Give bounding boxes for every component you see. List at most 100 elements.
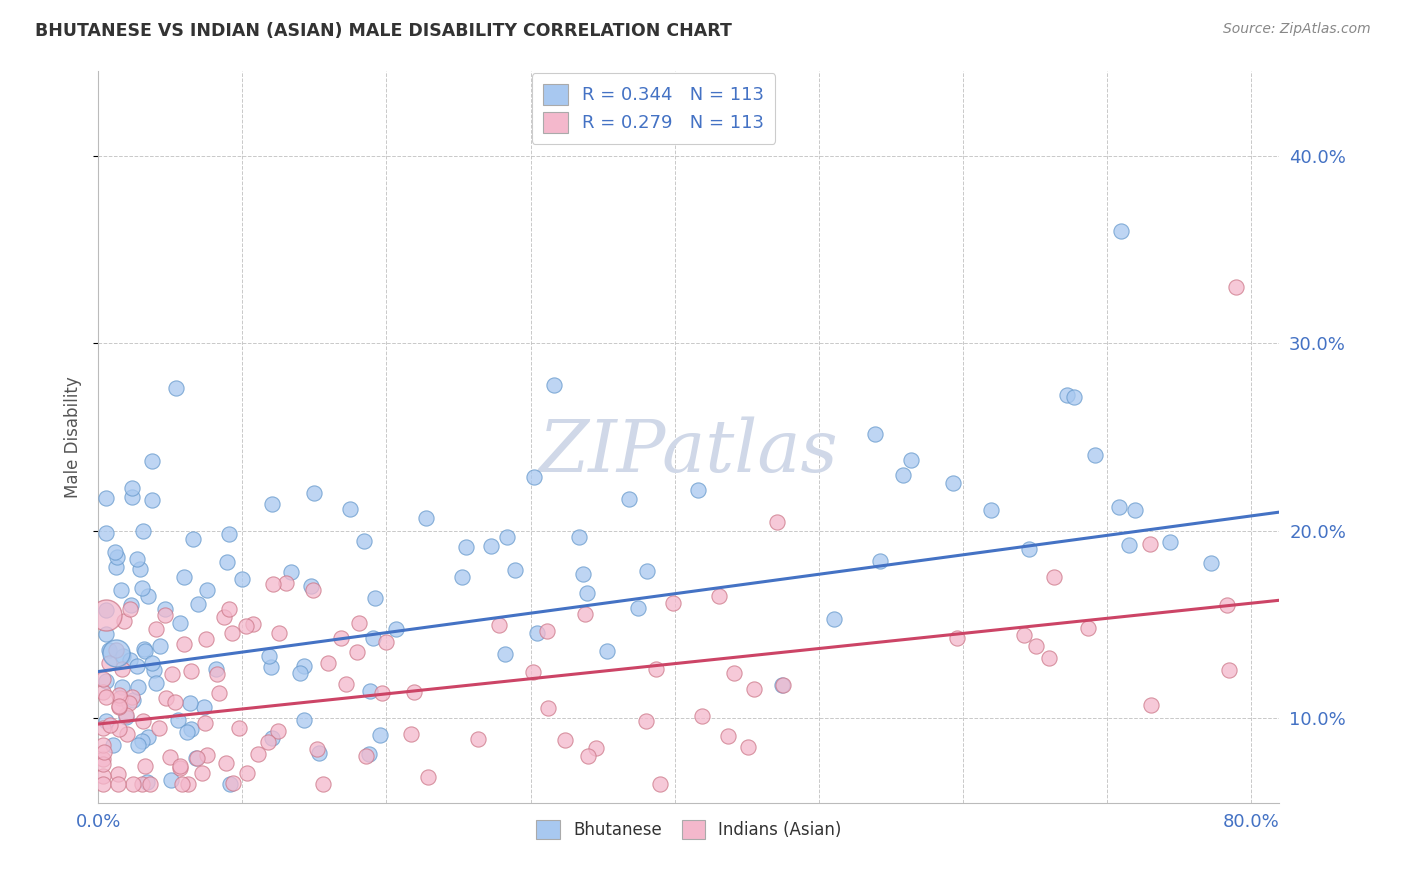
Point bbox=[141, 656, 163, 670]
Text: Source: ZipAtlas.com: Source: ZipAtlas.com bbox=[1223, 22, 1371, 37]
Point bbox=[105, 643, 128, 657]
Point bbox=[891, 468, 914, 483]
Point bbox=[361, 631, 384, 645]
Point bbox=[98, 718, 121, 732]
Point bbox=[94, 690, 117, 704]
Point bbox=[104, 559, 127, 574]
Point bbox=[94, 714, 117, 728]
Point bbox=[686, 483, 709, 497]
Point bbox=[568, 530, 591, 544]
Point bbox=[543, 378, 565, 392]
Point bbox=[167, 714, 190, 728]
Point bbox=[522, 665, 544, 679]
Point bbox=[363, 591, 385, 605]
Point bbox=[120, 599, 142, 613]
Point bbox=[205, 667, 228, 681]
Point bbox=[217, 556, 239, 570]
Point bbox=[1077, 621, 1099, 635]
Point bbox=[627, 601, 650, 615]
Point bbox=[173, 637, 195, 651]
Point bbox=[187, 597, 209, 611]
Point bbox=[131, 734, 153, 748]
Point bbox=[242, 616, 264, 631]
Point bbox=[125, 551, 148, 566]
Point bbox=[115, 727, 138, 741]
Point bbox=[97, 642, 120, 657]
Point bbox=[118, 696, 141, 710]
Point bbox=[125, 659, 148, 673]
Point bbox=[709, 589, 731, 603]
Point bbox=[94, 608, 117, 623]
Point bbox=[737, 739, 759, 754]
Point bbox=[335, 677, 357, 691]
Point bbox=[574, 607, 596, 621]
Point bbox=[1216, 598, 1239, 612]
Point bbox=[1218, 663, 1240, 677]
Point bbox=[184, 751, 207, 765]
Point bbox=[316, 656, 339, 670]
Point bbox=[136, 775, 159, 789]
Point bbox=[170, 777, 193, 791]
Point bbox=[114, 709, 136, 723]
Point bbox=[131, 777, 153, 791]
Point bbox=[536, 624, 558, 639]
Point bbox=[1108, 500, 1130, 515]
Point bbox=[537, 701, 560, 715]
Point bbox=[1199, 556, 1222, 570]
Point bbox=[451, 570, 474, 584]
Point bbox=[260, 660, 283, 674]
Point bbox=[467, 731, 489, 746]
Point bbox=[299, 579, 322, 593]
Point bbox=[108, 691, 131, 706]
Point bbox=[107, 688, 129, 702]
Point bbox=[900, 452, 922, 467]
Point bbox=[208, 686, 231, 700]
Point bbox=[141, 454, 163, 468]
Point bbox=[176, 725, 198, 739]
Point bbox=[742, 681, 765, 696]
Point bbox=[503, 563, 526, 577]
Point bbox=[946, 632, 969, 646]
Point bbox=[644, 662, 666, 676]
Point bbox=[159, 749, 181, 764]
Legend: Bhutanese, Indians (Asian): Bhutanese, Indians (Asian) bbox=[530, 814, 848, 846]
Point bbox=[280, 566, 302, 580]
Point bbox=[1139, 698, 1161, 712]
Point bbox=[115, 708, 138, 723]
Point bbox=[131, 524, 153, 538]
Point bbox=[93, 746, 115, 760]
Point bbox=[636, 714, 658, 728]
Point bbox=[662, 596, 685, 610]
Point bbox=[169, 616, 191, 631]
Point bbox=[572, 566, 595, 581]
Point bbox=[349, 615, 371, 630]
Point bbox=[197, 583, 219, 598]
Point bbox=[257, 735, 280, 749]
Point bbox=[91, 672, 114, 686]
Point bbox=[1159, 535, 1181, 549]
Point bbox=[134, 644, 156, 658]
Point bbox=[228, 721, 250, 735]
Point bbox=[160, 772, 183, 787]
Point bbox=[823, 612, 845, 626]
Point bbox=[145, 622, 167, 636]
Point bbox=[212, 609, 235, 624]
Point bbox=[1084, 449, 1107, 463]
Point bbox=[101, 738, 124, 752]
Point bbox=[385, 622, 408, 636]
Point bbox=[112, 614, 135, 628]
Point bbox=[173, 570, 195, 584]
Point bbox=[353, 533, 375, 548]
Point bbox=[91, 738, 114, 752]
Point bbox=[120, 602, 142, 616]
Point bbox=[138, 730, 160, 744]
Point bbox=[204, 661, 226, 675]
Point bbox=[370, 728, 392, 742]
Point bbox=[153, 602, 176, 616]
Point bbox=[1118, 539, 1140, 553]
Point bbox=[111, 680, 134, 694]
Point bbox=[215, 756, 238, 770]
Point bbox=[371, 685, 394, 699]
Point bbox=[415, 511, 437, 525]
Point bbox=[91, 769, 114, 783]
